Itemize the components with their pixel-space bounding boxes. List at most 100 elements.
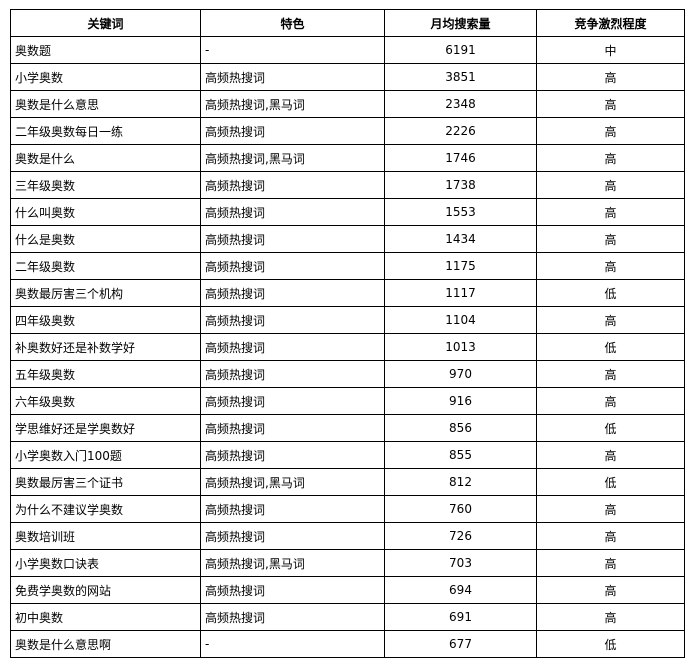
- table-row: 小学奥数入门100题 高频热搜词 855 高: [10, 441, 685, 469]
- monthly-searches-cell: 3851: [384, 63, 537, 91]
- competition-cell: 高: [536, 225, 685, 253]
- feature-cell: 高频热搜词: [200, 63, 385, 91]
- header-row: 关键词 特色 月均搜索量 竞争激烈程度: [10, 9, 685, 37]
- competition-cell: 中: [536, 36, 685, 64]
- competition-cell: 低: [536, 630, 685, 658]
- competition-cell: 高: [536, 117, 685, 145]
- keyword-cell: 奥数最厉害三个证书: [10, 468, 201, 496]
- monthly-searches-cell: 1746: [384, 144, 537, 172]
- monthly-searches-cell: 1738: [384, 171, 537, 199]
- competition-cell: 高: [536, 63, 685, 91]
- table-row: 六年级奥数 高频热搜词 916 高: [10, 387, 685, 415]
- keyword-cell: 奥数题: [10, 36, 201, 64]
- competition-cell: 低: [536, 468, 685, 496]
- table-row: 补奥数好还是补数学好 高频热搜词 1013 低: [10, 333, 685, 361]
- table-row: 奥数是什么 高频热搜词,黑马词 1746 高: [10, 144, 685, 172]
- header-feature: 特色: [200, 9, 385, 37]
- feature-cell: 高频热搜词: [200, 360, 385, 388]
- table-row: 三年级奥数 高频热搜词 1738 高: [10, 171, 685, 199]
- competition-cell: 高: [536, 171, 685, 199]
- competition-cell: 高: [536, 549, 685, 577]
- feature-cell: 高频热搜词: [200, 252, 385, 280]
- table-row: 奥数培训班 高频热搜词 726 高: [10, 522, 685, 550]
- feature-cell: 高频热搜词: [200, 225, 385, 253]
- keyword-cell: 二年级奥数: [10, 252, 201, 280]
- feature-cell: -: [200, 36, 385, 64]
- monthly-searches-cell: 726: [384, 522, 537, 550]
- keyword-cell: 免费学奥数的网站: [10, 576, 201, 604]
- feature-cell: 高频热搜词,黑马词: [200, 468, 385, 496]
- feature-cell: 高频热搜词: [200, 279, 385, 307]
- header-keyword: 关键词: [10, 9, 201, 37]
- monthly-searches-cell: 970: [384, 360, 537, 388]
- table-row: 奥数最厉害三个机构 高频热搜词 1117 低: [10, 279, 685, 307]
- table-row: 小学奥数 高频热搜词 3851 高: [10, 63, 685, 91]
- monthly-searches-cell: 760: [384, 495, 537, 523]
- table-row: 什么是奥数 高频热搜词 1434 高: [10, 225, 685, 253]
- keyword-cell: 什么叫奥数: [10, 198, 201, 226]
- keyword-cell: 奥数是什么意思啊: [10, 630, 201, 658]
- feature-cell: 高频热搜词: [200, 522, 385, 550]
- table-row: 奥数题 -6191 中: [10, 36, 685, 64]
- competition-cell: 高: [536, 495, 685, 523]
- competition-cell: 高: [536, 252, 685, 280]
- table-row: 奥数是什么意思 高频热搜词,黑马词 2348 高: [10, 90, 685, 118]
- feature-cell: 高频热搜词: [200, 414, 385, 442]
- competition-cell: 高: [536, 90, 685, 118]
- competition-cell: 高: [536, 603, 685, 631]
- monthly-searches-cell: 691: [384, 603, 537, 631]
- table-row: 二年级奥数每日一练 高频热搜词 2226 高: [10, 117, 685, 145]
- keyword-cell: 什么是奥数: [10, 225, 201, 253]
- table-row: 四年级奥数 高频热搜词 1104 高: [10, 306, 685, 334]
- monthly-searches-cell: 856: [384, 414, 537, 442]
- feature-cell: 高频热搜词: [200, 306, 385, 334]
- keyword-cell: 小学奥数: [10, 63, 201, 91]
- keyword-cell: 二年级奥数每日一练: [10, 117, 201, 145]
- monthly-searches-cell: 2348: [384, 90, 537, 118]
- feature-cell: 高频热搜词: [200, 333, 385, 361]
- table-row: 小学奥数口诀表 高频热搜词,黑马词 703 高: [10, 549, 685, 577]
- feature-cell: 高频热搜词: [200, 603, 385, 631]
- table-row: 奥数是什么意思啊 -677 低: [10, 630, 685, 658]
- competition-cell: 高: [536, 576, 685, 604]
- competition-cell: 高: [536, 144, 685, 172]
- monthly-searches-cell: 1553: [384, 198, 537, 226]
- keyword-cell: 奥数是什么: [10, 144, 201, 172]
- keyword-cell: 补奥数好还是补数学好: [10, 333, 201, 361]
- table-row: 什么叫奥数 高频热搜词 1553 高: [10, 198, 685, 226]
- monthly-searches-cell: 812: [384, 468, 537, 496]
- feature-cell: 高频热搜词,黑马词: [200, 90, 385, 118]
- competition-cell: 高: [536, 387, 685, 415]
- feature-cell: -: [200, 630, 385, 658]
- competition-cell: 高: [536, 198, 685, 226]
- keyword-cell: 奥数是什么意思: [10, 90, 201, 118]
- monthly-searches-cell: 855: [384, 441, 537, 469]
- monthly-searches-cell: 694: [384, 576, 537, 604]
- competition-cell: 高: [536, 306, 685, 334]
- keyword-cell: 学思维好还是学奥数好: [10, 414, 201, 442]
- monthly-searches-cell: 1104: [384, 306, 537, 334]
- keyword-cell: 奥数最厉害三个机构: [10, 279, 201, 307]
- keyword-cell: 五年级奥数: [10, 360, 201, 388]
- competition-cell: 低: [536, 333, 685, 361]
- table-row: 二年级奥数 高频热搜词 1175 高: [10, 252, 685, 280]
- monthly-searches-cell: 916: [384, 387, 537, 415]
- table-row: 初中奥数 高频热搜词 691 高: [10, 603, 685, 631]
- keyword-cell: 小学奥数入门100题: [10, 441, 201, 469]
- feature-cell: 高频热搜词: [200, 171, 385, 199]
- monthly-searches-cell: 1175: [384, 252, 537, 280]
- monthly-searches-cell: 1434: [384, 225, 537, 253]
- competition-cell: 低: [536, 279, 685, 307]
- monthly-searches-cell: 1013: [384, 333, 537, 361]
- keyword-cell: 小学奥数口诀表: [10, 549, 201, 577]
- keyword-cell: 奥数培训班: [10, 522, 201, 550]
- keyword-cell: 初中奥数: [10, 603, 201, 631]
- monthly-searches-cell: 2226: [384, 117, 537, 145]
- monthly-searches-cell: 703: [384, 549, 537, 577]
- table-row: 奥数最厉害三个证书 高频热搜词,黑马词 812 低: [10, 468, 685, 496]
- table-row: 学思维好还是学奥数好 高频热搜词 856 低: [10, 414, 685, 442]
- competition-cell: 高: [536, 441, 685, 469]
- keyword-cell: 三年级奥数: [10, 171, 201, 199]
- feature-cell: 高频热搜词: [200, 576, 385, 604]
- competition-cell: 低: [536, 414, 685, 442]
